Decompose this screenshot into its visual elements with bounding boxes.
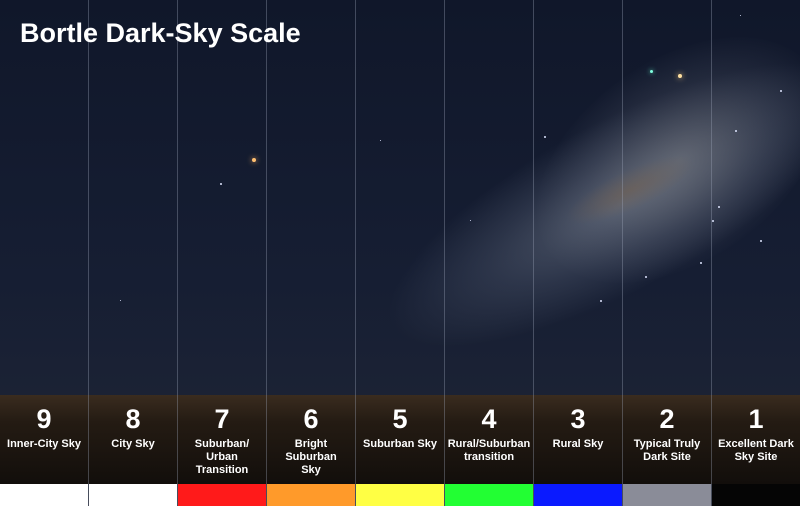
star xyxy=(712,220,714,222)
color-swatch xyxy=(89,484,177,506)
color-swatch xyxy=(534,484,622,506)
bortle-class: 1 xyxy=(748,404,764,434)
color-swatch xyxy=(445,484,533,506)
bortle-class: 6 xyxy=(303,404,319,434)
color-swatch xyxy=(356,484,444,506)
class-label: Typical Truly Dark Site xyxy=(633,438,701,463)
bortle-class: 9 xyxy=(36,404,52,434)
bortle-class: 4 xyxy=(481,404,497,434)
class-label: Suburban/ Urban Transition xyxy=(194,438,250,476)
star xyxy=(678,74,682,78)
bortle-class: 7 xyxy=(214,404,230,434)
scale-column: 5 Suburban Sky xyxy=(355,0,444,506)
star xyxy=(740,15,741,16)
class-label: Rural/Suburban transition xyxy=(447,438,531,463)
color-swatch xyxy=(712,484,800,506)
title: Bortle Dark-Sky Scale xyxy=(20,18,301,48)
scale-column: 4 Rural/Suburban transition xyxy=(444,0,533,506)
scale-column: 7 Suburban/ Urban Transition xyxy=(177,0,266,506)
scale-column: 9 Inner-City Sky xyxy=(0,0,88,506)
scale-column: 3 Rural Sky xyxy=(533,0,622,506)
star xyxy=(380,140,381,141)
class-label: Excellent Dark Sky Site xyxy=(718,438,794,463)
star xyxy=(120,300,121,301)
color-swatch xyxy=(623,484,711,506)
color-swatch xyxy=(178,484,266,506)
star xyxy=(600,300,602,302)
star xyxy=(650,70,653,73)
star xyxy=(780,90,782,92)
star xyxy=(718,206,720,208)
star xyxy=(645,276,647,278)
star xyxy=(252,158,256,162)
star xyxy=(470,220,471,221)
color-swatch xyxy=(0,484,88,506)
color-swatch xyxy=(267,484,355,506)
bortle-class: 2 xyxy=(659,404,675,434)
class-label: Bright Suburban Sky xyxy=(285,438,337,476)
scale-column: 1 Excellent Dark Sky Site xyxy=(711,0,800,506)
star xyxy=(760,240,762,242)
bortle-class: 3 xyxy=(570,404,586,434)
bortle-class: 8 xyxy=(125,404,141,434)
star xyxy=(735,130,737,132)
class-label: Suburban Sky xyxy=(363,438,437,450)
bortle-class: 5 xyxy=(392,404,408,434)
class-label: City Sky xyxy=(111,438,155,450)
star xyxy=(220,183,222,185)
star xyxy=(544,136,546,138)
scale-column: 8 City Sky xyxy=(88,0,177,506)
scale-column: 2 Typical Truly Dark Site xyxy=(622,0,711,506)
scale-column: 6 Bright Suburban Sky xyxy=(266,0,355,506)
star xyxy=(700,262,702,264)
class-label: Inner-City Sky xyxy=(7,438,81,450)
class-label: Rural Sky xyxy=(552,438,604,450)
ground xyxy=(0,395,800,484)
